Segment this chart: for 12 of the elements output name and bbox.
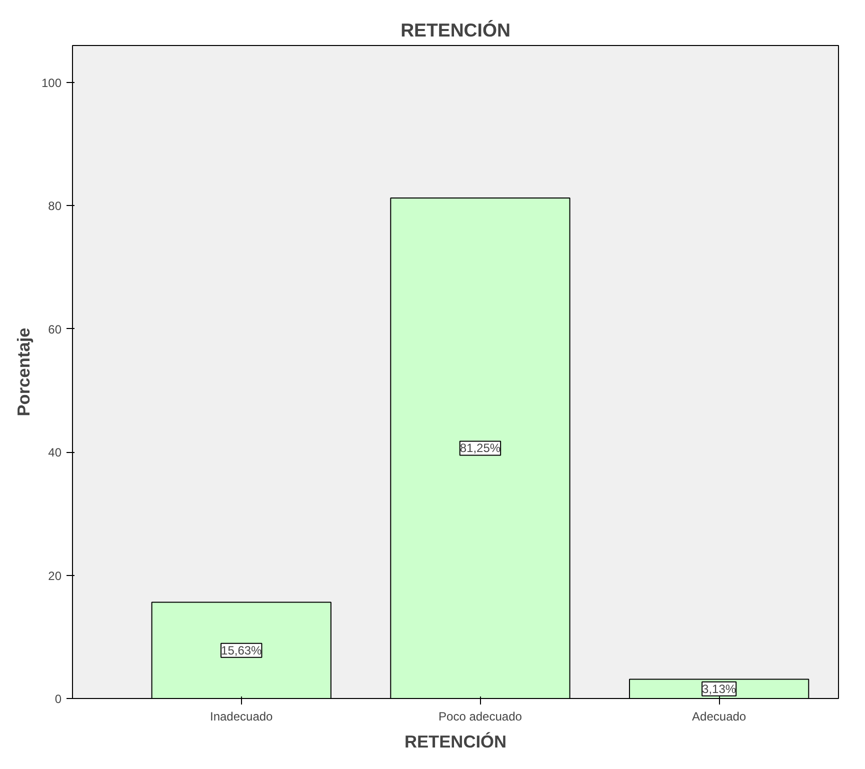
x-tick-label: Adecuado [692, 710, 746, 724]
y-tick-label: 40 [48, 446, 62, 460]
y-tick-label: 20 [48, 568, 62, 583]
x-axis-title: RETENCIÓN [404, 732, 507, 752]
y-axis-title: Porcentaje [13, 327, 34, 416]
x-tick-label: Inadecuado [210, 710, 274, 724]
y-tick-label: 0 [54, 692, 62, 706]
chart-title: RETENCIÓN [400, 20, 510, 40]
y-tick-label: 100 [41, 76, 62, 90]
y-tick-label: 60 [48, 322, 62, 336]
x-tick-label: Poco adecuado [438, 710, 522, 724]
y-tick-label: 80 [48, 199, 62, 214]
